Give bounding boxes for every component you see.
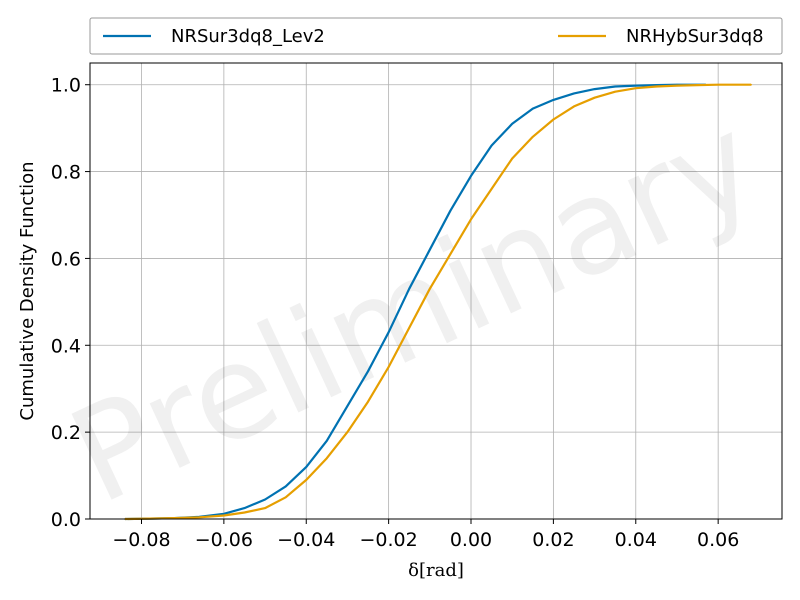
data-point-1 (470, 218, 472, 221)
plot-frame (89, 62, 783, 520)
legend: NRSur3dq8_Lev2 NRHybSur3dq8 (89, 17, 783, 55)
x-tick-label: −0.08 (112, 529, 170, 551)
data-point-0 (284, 485, 287, 488)
data-point-1 (696, 84, 699, 86)
x-tick-label: −0.06 (195, 529, 253, 551)
x-axis-title: δ[rad] (408, 560, 464, 581)
x-tick-label: 0.00 (450, 529, 492, 551)
data-point-0 (346, 405, 349, 407)
y-tick-label: 0.0 (51, 509, 81, 531)
data-point-1 (717, 83, 719, 86)
data-point-1 (552, 118, 555, 121)
x-tick-label: 0.06 (697, 529, 739, 551)
data-point-1 (367, 400, 369, 403)
data-point-0 (305, 466, 308, 468)
data-point-1 (223, 514, 225, 517)
data-point-0 (223, 513, 225, 515)
data-point-0 (408, 288, 411, 290)
series-line-1 (124, 83, 752, 521)
data-point-1 (573, 105, 575, 108)
data-point-0 (243, 507, 246, 509)
legend-label-nrsur: NRSur3dq8_Lev2 (171, 26, 325, 47)
y-tick-label: 0.4 (51, 335, 81, 357)
data-point-0 (614, 85, 616, 88)
data-point-1 (305, 479, 308, 481)
data-point-1 (264, 507, 266, 509)
data-point-1 (198, 516, 200, 519)
y-tick-label: 0.6 (51, 248, 81, 270)
data-point-0 (429, 248, 431, 251)
data-point-1 (408, 327, 411, 329)
data-point-0 (490, 144, 493, 147)
data-point-1 (326, 457, 328, 460)
y-tick-label: 1.0 (51, 75, 81, 97)
data-point-1 (243, 511, 246, 514)
data-point-1 (284, 496, 287, 499)
data-point-1 (387, 366, 390, 368)
x-tick-label: −0.02 (360, 529, 418, 551)
legend-frame (89, 17, 783, 55)
legend-label-nrhyb: NRHybSur3dq8 (626, 26, 764, 47)
data-point-0 (573, 92, 575, 95)
y-tick-label: 0.8 (51, 162, 81, 184)
data-point-0 (552, 99, 555, 101)
data-point-1 (490, 188, 493, 190)
data-point-0 (387, 331, 390, 334)
y-tick-label: 0.2 (51, 422, 81, 444)
data-point-1 (346, 431, 349, 433)
data-point-0 (511, 123, 513, 125)
data-point-0 (449, 209, 452, 212)
x-tick-label: 0.02 (532, 529, 574, 551)
data-point-0 (532, 107, 534, 110)
data-point-1 (532, 136, 534, 138)
data-point-1 (593, 96, 596, 99)
data-point-1 (676, 84, 678, 87)
data-point-0 (367, 370, 369, 373)
x-tick-label: 0.04 (615, 529, 657, 551)
data-point-1 (449, 253, 452, 255)
data-point-0 (635, 84, 637, 87)
data-point-0 (470, 175, 472, 177)
data-point-1 (635, 87, 637, 89)
data-point-1 (511, 157, 513, 160)
x-tick-label: −0.04 (277, 529, 335, 551)
data-point-0 (593, 88, 596, 90)
data-point-1 (614, 90, 616, 93)
plot-area (90, 63, 782, 519)
data-point-1 (750, 83, 752, 86)
data-point-0 (264, 498, 266, 501)
series-line-0 (124, 83, 706, 521)
data-point-1 (655, 85, 658, 88)
y-axis-title: Cumulative Density Function (17, 161, 38, 420)
ticks: −0.08 −0.06 −0.04 −0.02 0.00 0.02 0.04 0.06 0.0 0… (51, 75, 740, 551)
data-point-0 (326, 440, 328, 442)
data-point-1 (429, 288, 431, 290)
